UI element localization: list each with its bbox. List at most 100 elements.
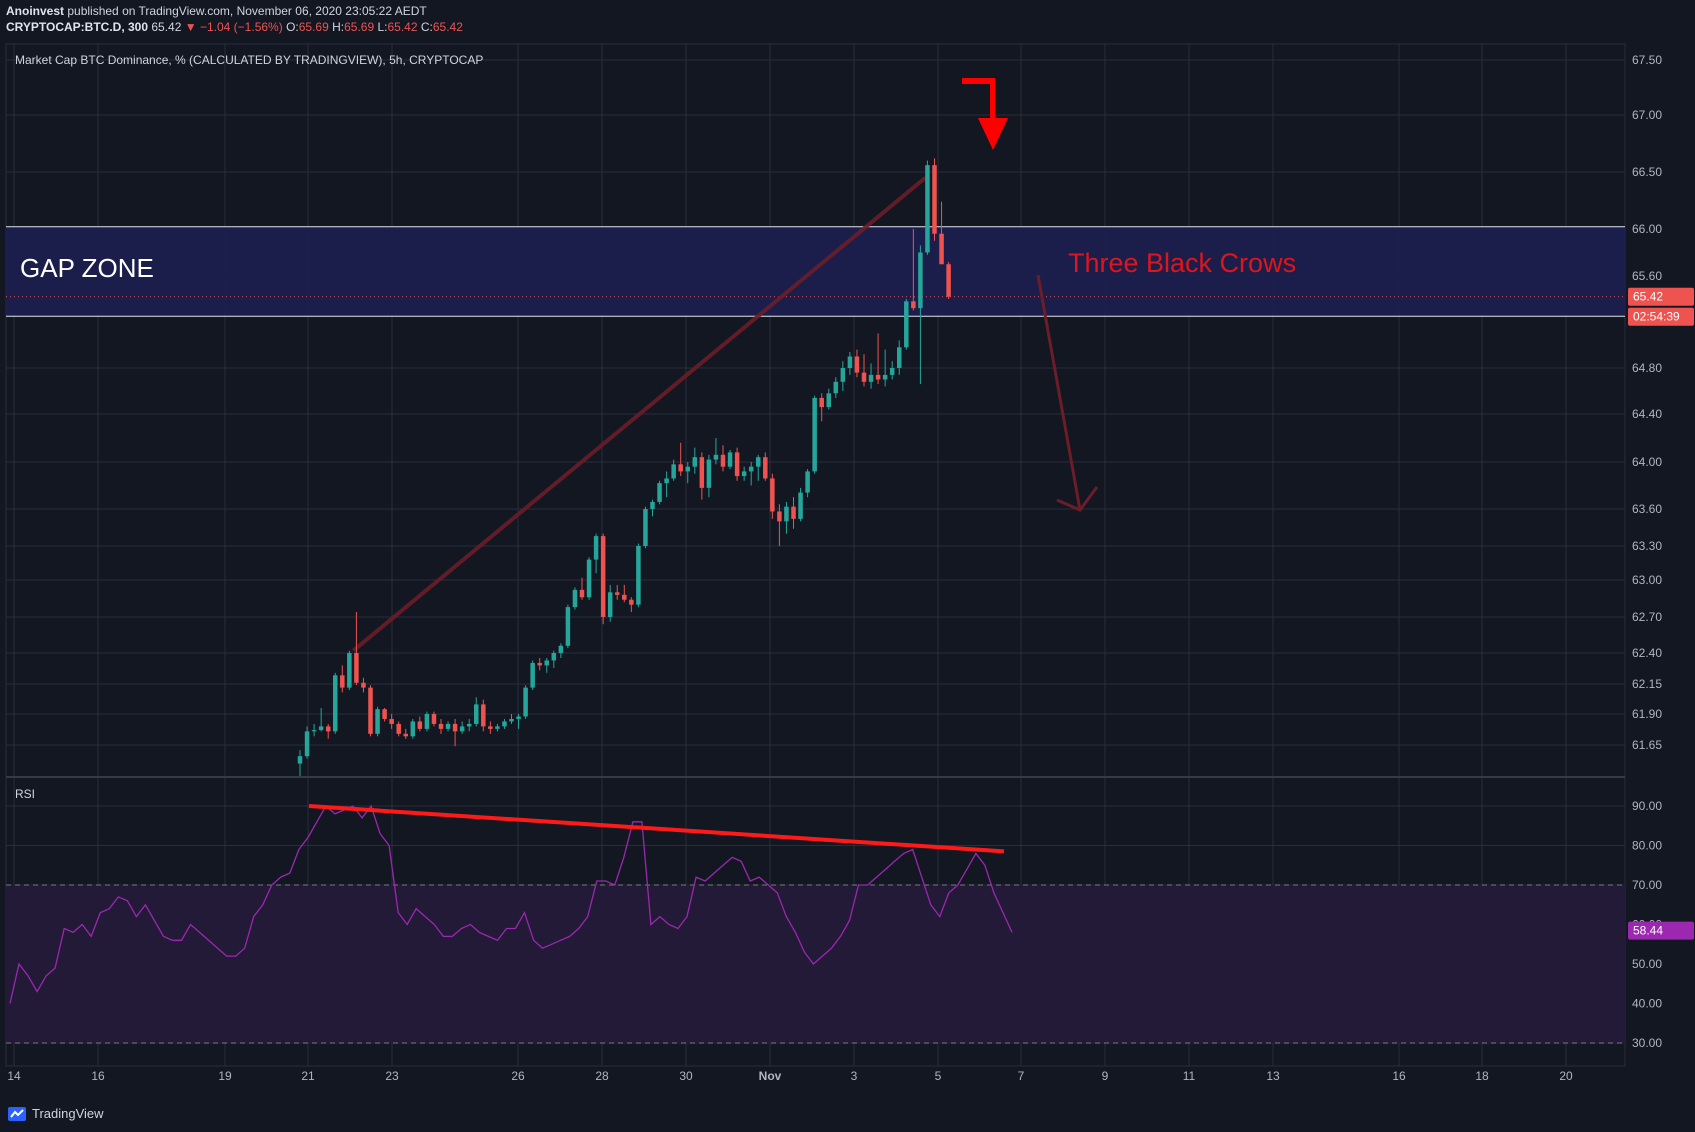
candle-body xyxy=(777,511,782,522)
axis-badges: 65.42 02:54:39 58.44 xyxy=(1628,287,1694,940)
chart-canvas[interactable]: GAP ZONE Three Black Crows Market Cap BT… xyxy=(0,0,1695,1096)
high-value: 65.69 xyxy=(344,20,375,34)
price-tick-label: 62.70 xyxy=(1632,610,1662,624)
open-value: 65.69 xyxy=(298,20,329,34)
candle-body xyxy=(586,559,592,598)
candle-body xyxy=(692,457,698,467)
candle-body xyxy=(361,682,366,688)
candle-body xyxy=(819,397,824,408)
candle-body xyxy=(459,726,465,732)
candle-body xyxy=(911,301,916,309)
candle-body xyxy=(798,492,803,519)
candle-body xyxy=(939,233,944,265)
candle-body xyxy=(615,592,620,595)
time-tick-label: 13 xyxy=(1266,1069,1280,1083)
candle-body xyxy=(671,464,676,479)
candle-body xyxy=(699,457,705,488)
rsi-value-badge-bg xyxy=(1628,921,1694,940)
price-tick-label: 61.65 xyxy=(1632,738,1662,752)
candle-body xyxy=(544,660,549,666)
time-tick-label: 23 xyxy=(385,1069,399,1083)
rsi-tick-label: 50.00 xyxy=(1632,957,1662,971)
plot-border xyxy=(5,43,1626,1067)
candle-body xyxy=(629,599,634,605)
candle-body xyxy=(805,471,810,493)
candle-body xyxy=(756,457,761,467)
high-label: H: xyxy=(332,20,345,34)
candle-body xyxy=(875,374,881,380)
rsi-line xyxy=(9,804,1013,1004)
countdown-badge-text: 02:54:39 xyxy=(1633,310,1680,324)
candle-body xyxy=(791,506,796,519)
candle-body xyxy=(854,356,860,373)
symbol-label: CRYPTOCAP:BTC.D, 300 xyxy=(6,20,149,34)
publish-line: Anoinvest published on TradingView.com, … xyxy=(6,4,427,18)
candle-body xyxy=(396,723,401,734)
candle-body xyxy=(509,718,514,722)
time-tick-label: 28 xyxy=(595,1069,609,1083)
price-tick-label: 64.80 xyxy=(1632,361,1662,375)
candle-body xyxy=(410,721,416,737)
time-tick-label: Nov xyxy=(759,1069,782,1083)
candle-body xyxy=(889,368,895,375)
candle-body xyxy=(847,356,853,368)
price-tick-label: 64.00 xyxy=(1632,455,1662,469)
candle-body xyxy=(607,592,613,617)
candle-body xyxy=(311,730,317,732)
candle-body xyxy=(523,687,528,717)
time-tick-label: 9 xyxy=(1102,1069,1109,1083)
rsi-value-badge-text: 58.44 xyxy=(1633,924,1663,938)
candle-body xyxy=(826,393,831,408)
brand-label: TradingView xyxy=(32,1106,104,1121)
candle-body xyxy=(516,716,521,719)
price-change: −1.04 (−1.56%) xyxy=(199,20,283,34)
rsi-tick-label: 80.00 xyxy=(1632,839,1662,853)
time-tick-label: 16 xyxy=(91,1069,105,1083)
tradingview-brand[interactable]: TradingView xyxy=(8,1106,104,1121)
rsi-tick-label: 90.00 xyxy=(1632,799,1662,813)
candle-body xyxy=(537,662,542,666)
price-axis: 67.50 67.00 66.50 66.00 65.60 64.80 64.40 64.00… xyxy=(1632,53,1662,752)
arrow-head xyxy=(1056,486,1099,512)
candle-body xyxy=(389,718,394,724)
author-name[interactable]: Anoinvest xyxy=(6,4,65,18)
rsi-tick-label: 30.00 xyxy=(1632,1036,1662,1050)
rsi-divergence-trendline xyxy=(308,804,1005,854)
candle-body xyxy=(664,478,669,484)
rsi-band xyxy=(6,884,1625,1044)
time-tick-label: 18 xyxy=(1475,1069,1489,1083)
candle-body xyxy=(452,723,458,732)
candle-body xyxy=(925,165,930,253)
candle-body xyxy=(347,653,352,688)
candle-body xyxy=(368,687,373,734)
candle-body xyxy=(424,714,430,729)
candle-body xyxy=(333,675,338,732)
candle-body xyxy=(946,264,951,297)
last-price-badge-bg xyxy=(1628,287,1694,306)
candle-body xyxy=(600,536,606,617)
candle-body xyxy=(770,478,775,512)
candle-body xyxy=(706,459,712,488)
time-tick-label: 3 xyxy=(851,1069,858,1083)
candle-body xyxy=(466,723,472,727)
countdown-badge-bg xyxy=(1628,307,1694,326)
time-tick-label: 19 xyxy=(218,1069,232,1083)
arrow-shaft xyxy=(1036,274,1082,511)
candle-body xyxy=(417,721,423,729)
candle-body xyxy=(727,452,733,467)
candle-body xyxy=(932,165,937,234)
candle-body xyxy=(763,457,768,479)
candle-body xyxy=(784,506,789,522)
candle-body xyxy=(713,454,719,460)
three-black-crows-label: Three Black Crows xyxy=(1068,248,1296,278)
price-tick-label: 66.00 xyxy=(1632,222,1662,236)
ohlc-line: CRYPTOCAP:BTC.D, 300 65.42 ▼ −1.04 (−1.5… xyxy=(6,20,463,34)
candle-body xyxy=(530,662,535,688)
candle-body xyxy=(375,709,380,734)
price-tick-label: 63.00 xyxy=(1632,573,1662,587)
candle-body xyxy=(657,483,662,502)
chart-header: Anoinvest published on TradingView.com, … xyxy=(0,0,1695,44)
publish-info: published on TradingView.com, November 0… xyxy=(67,4,427,18)
candle-body xyxy=(572,589,578,608)
